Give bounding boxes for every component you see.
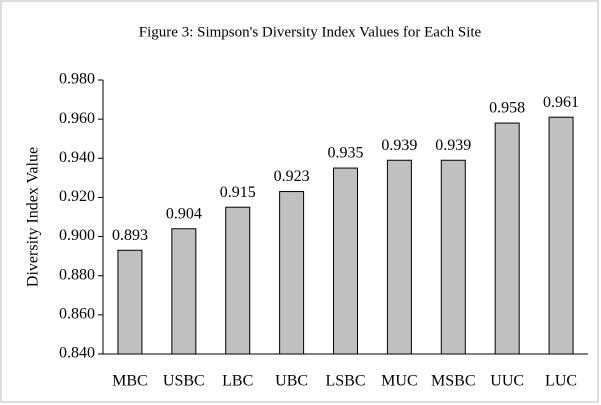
x-tick-label: MBC (112, 373, 148, 390)
x-tick-label: LSBC (325, 373, 365, 390)
y-tick-label: 0.840 (59, 345, 95, 362)
y-tick-label: 0.940 (59, 149, 95, 166)
value-label: 0.893 (112, 227, 148, 244)
y-axis-label: Diversity Index Value (25, 147, 42, 287)
x-tick-label: LBC (222, 373, 253, 390)
bar (225, 206, 251, 355)
y-tick-label: 0.880 (59, 266, 95, 283)
x-tick-label: MUC (381, 373, 417, 390)
value-label: 0.904 (166, 205, 202, 222)
y-tick-label: 0.980 (59, 71, 95, 88)
value-label: 0.915 (220, 184, 256, 201)
value-label: 0.939 (381, 137, 417, 154)
x-tick-label: LUC (545, 373, 577, 390)
bar (171, 228, 197, 355)
value-label: 0.958 (489, 100, 525, 117)
y-tick-label: 0.860 (59, 306, 95, 323)
value-label: 0.923 (274, 168, 310, 185)
x-tick-label: UUC (490, 373, 524, 390)
bar (117, 249, 143, 355)
bar (548, 116, 574, 355)
x-tick-label: USBC (163, 373, 205, 390)
y-tick-label: 0.900 (59, 227, 95, 244)
bar (279, 191, 305, 355)
value-label: 0.939 (435, 137, 471, 154)
x-tick-label: MSBC (431, 373, 475, 390)
chart-title: Figure 3: Simpson's Diversity Index Valu… (139, 24, 482, 40)
value-label: 0.935 (328, 145, 364, 162)
bar (333, 167, 358, 355)
x-tick-label: UBC (275, 373, 308, 390)
bar (440, 159, 466, 355)
bar (494, 122, 520, 355)
y-tick-label: 0.920 (59, 188, 95, 205)
y-tick-label: 0.960 (59, 110, 95, 127)
value-label: 0.961 (543, 94, 579, 111)
bar (386, 159, 412, 355)
